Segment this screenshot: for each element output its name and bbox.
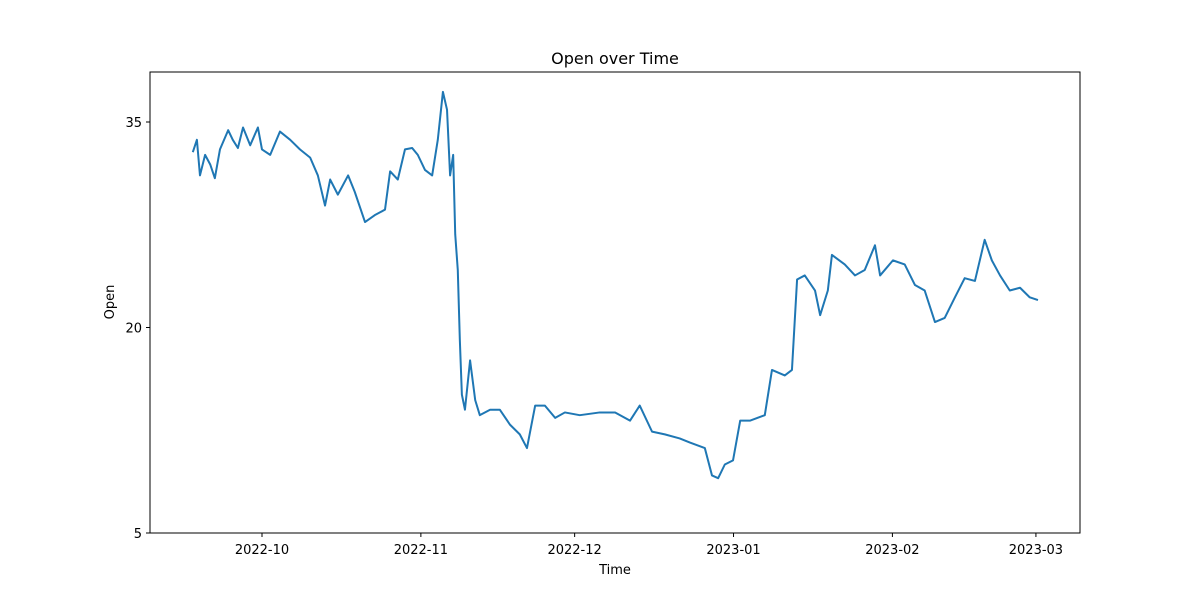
- x-tick-label: 2023-02: [865, 543, 919, 558]
- chart-title: Open over Time: [551, 49, 679, 68]
- x-tick-label: 2022-10: [235, 543, 289, 558]
- plot-frame: [149, 71, 1081, 534]
- x-tick-label: 2023-01: [706, 543, 760, 558]
- y-tick-label: 35: [125, 116, 142, 131]
- x-tick-label: 2022-11: [394, 543, 448, 558]
- y-tick-label: 5: [134, 527, 142, 542]
- x-axis-label: Time: [598, 563, 631, 578]
- x-tick-label: 2022-12: [547, 543, 601, 558]
- y-axis-label: Open: [103, 285, 118, 320]
- x-tick-label: 2023-03: [1009, 543, 1063, 558]
- line-series: [191, 90, 1039, 480]
- y-tick-label: 20: [125, 322, 142, 337]
